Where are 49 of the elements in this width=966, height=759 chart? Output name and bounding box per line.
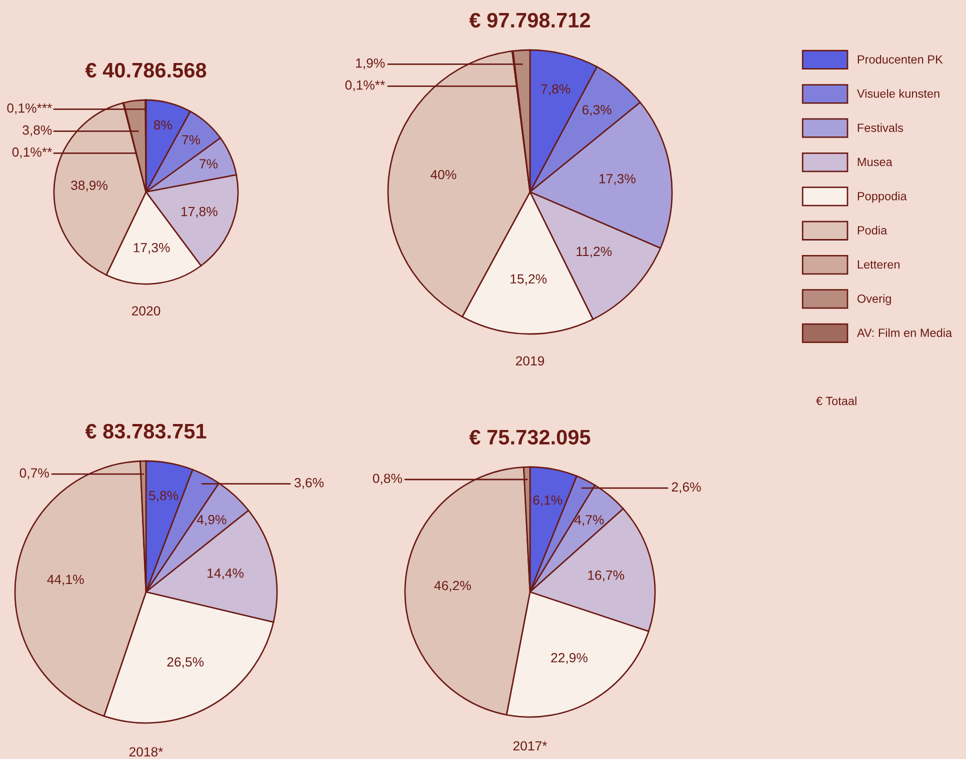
text: 2017*: [513, 741, 548, 751]
legend-label: Letteren: [858, 260, 900, 269]
text: 2020: [132, 306, 160, 316]
text: 2018*: [129, 747, 164, 757]
chart-title: € 83.783.751: [85, 424, 206, 439]
data-label: 14,4%: [208, 568, 244, 580]
legend-label: Poppodia: [858, 192, 907, 203]
data-label: 5,8%: [149, 490, 178, 502]
data-label: 44,1%: [47, 574, 84, 586]
data-label: 17,3%: [134, 242, 170, 254]
data-label: 0,7%: [20, 468, 49, 480]
data-label: 40%: [430, 170, 456, 180]
legend-label: Musea: [858, 158, 892, 166]
data-label: 46,2%: [434, 580, 471, 592]
data-label: 6,3%: [582, 105, 612, 116]
legend-label: Overig: [857, 294, 891, 306]
data-label: 7%: [200, 159, 218, 168]
data-label: 3,6%: [294, 478, 324, 489]
chart-title: € 97.798.712: [469, 12, 590, 28]
text: € Totaal: [816, 396, 856, 406]
data-label: 26,5%: [167, 657, 204, 668]
text: 2019: [516, 356, 544, 366]
data-label: 0,1%**: [12, 147, 52, 158]
data-label: 17,3%: [600, 174, 636, 185]
data-label: 0,1%**: [345, 80, 385, 92]
data-label: 15,2%: [510, 274, 547, 286]
data-label: 38,9%: [71, 180, 108, 192]
data-label: 22,9%: [551, 653, 588, 664]
data-label: 17,8%: [181, 206, 218, 218]
data-label: 3,8%: [22, 125, 52, 136]
legend-label: Festivals: [858, 123, 904, 132]
data-label: 0,8%: [372, 474, 402, 485]
data-label: 8%: [154, 120, 172, 130]
data-label: 2,6%: [672, 482, 701, 494]
chart-title: € 40.786.568: [85, 62, 206, 78]
chart-title: € 75.732.095: [469, 430, 590, 445]
data-label: 4,9%: [196, 514, 226, 526]
data-label: 6,1%: [533, 495, 562, 506]
legend-label: Producenten PK: [858, 54, 943, 64]
data-label: 1,9%: [356, 58, 385, 70]
legend-label: AV: Film en Media: [856, 328, 952, 338]
data-label: 0,1%***: [7, 103, 52, 114]
data-label: 4,7%: [574, 515, 604, 526]
legend-label: Visuele kunsten: [856, 89, 940, 98]
legend-label: Podia: [858, 226, 888, 234]
data-label: 7,8%: [541, 84, 570, 96]
data-label: 11,2%: [576, 246, 612, 258]
data-label: 16,7%: [588, 570, 624, 582]
data-label: 7%: [182, 135, 200, 144]
